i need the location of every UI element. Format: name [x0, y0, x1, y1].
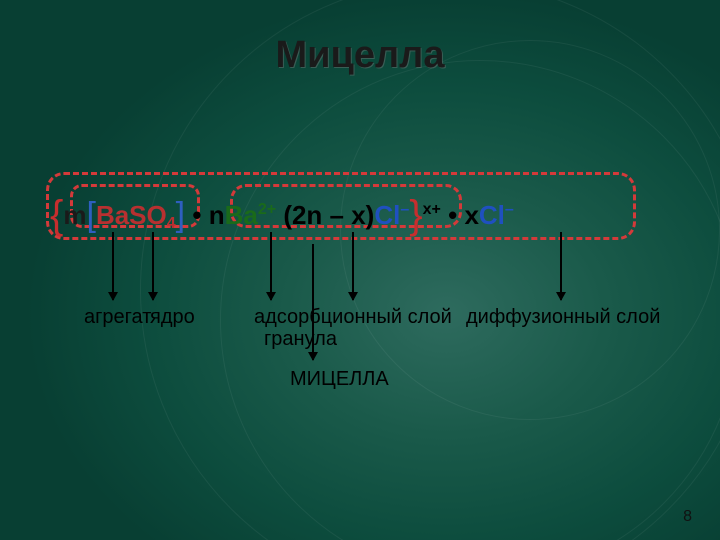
- sym-x: x: [464, 200, 478, 230]
- arrow: [352, 232, 354, 300]
- compound: BaSO4: [96, 200, 176, 230]
- label-diffusion: диффузионный слой: [466, 306, 660, 329]
- ion-cl: Cl–: [374, 200, 409, 230]
- brace-close: }: [409, 193, 422, 237]
- label-micelle: МИЦЕЛЛА: [290, 368, 389, 391]
- arrow: [270, 232, 272, 300]
- label-core: ядро: [150, 306, 195, 329]
- ion-cl-outer: Cl–: [479, 200, 514, 230]
- label-granule: гранула: [264, 328, 337, 351]
- sym-n: n: [209, 200, 225, 230]
- sym-m: m: [63, 200, 86, 230]
- arrow: [560, 232, 562, 300]
- brace-open: {: [50, 193, 63, 237]
- label-adsorption: адсорбционный слой: [254, 306, 452, 329]
- charge-sup: x+: [423, 201, 441, 218]
- formula: {m[BaSO4] • nBa2+ (2n – x)Cl–}x+ • xCl–: [50, 180, 670, 240]
- arrow: [152, 232, 154, 300]
- bracket-close: ]: [176, 196, 185, 234]
- page-number: 8: [683, 508, 692, 526]
- page-title: Мицелла: [0, 34, 720, 77]
- bg-circle: [140, 0, 720, 540]
- dot: •: [192, 200, 201, 230]
- arrow: [112, 232, 114, 300]
- dot: •: [448, 200, 457, 230]
- label-aggregate: агрегат: [84, 306, 151, 329]
- bracket-open: [: [86, 196, 95, 234]
- ion-ba: Ba2+: [225, 200, 277, 230]
- paren-group: (2n – x): [283, 200, 374, 230]
